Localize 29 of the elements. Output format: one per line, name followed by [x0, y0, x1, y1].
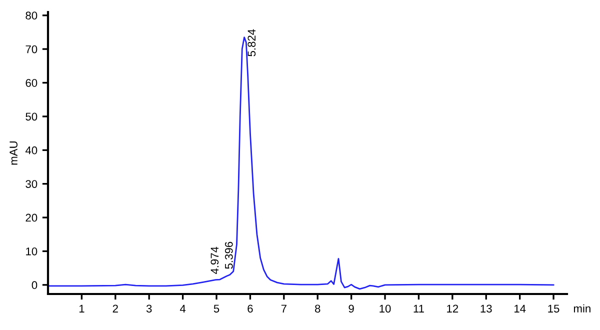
- x-tick-label: 4: [180, 304, 186, 312]
- x-axis-title: min: [574, 304, 590, 312]
- y-tick-label: 70: [26, 45, 38, 54]
- y-tick-label: 60: [26, 79, 38, 87]
- x-tick-label: 9: [348, 304, 354, 313]
- y-tick-label: 40: [25, 146, 38, 154]
- x-tick-label: 7: [281, 304, 286, 312]
- x-tick-label: 5: [214, 304, 220, 313]
- x-tick-label: 8: [315, 304, 320, 313]
- annotation: 4.974: [210, 246, 219, 274]
- x-tick-label: 10: [380, 304, 391, 313]
- y-tick-label: 0: [32, 281, 38, 290]
- annotation: 5.396: [224, 242, 233, 269]
- annotation: 5.824: [248, 29, 256, 56]
- x-tick-label: 6: [248, 304, 253, 313]
- x-tick-label: 14: [514, 304, 526, 312]
- y-tick-label: 20: [26, 214, 38, 222]
- x-tick-label: 3: [146, 304, 152, 313]
- x-tick-label: 15: [548, 304, 560, 313]
- x-tick-label: 11: [414, 304, 424, 312]
- y-tick-label: 30: [26, 180, 38, 188]
- x-tick-label: 13: [480, 304, 492, 313]
- y-axis-title: mAU: [10, 142, 18, 165]
- y-tick-label: 10: [26, 247, 38, 256]
- x-tick-label: 12: [447, 304, 458, 312]
- x-tick-label: 1: [79, 304, 84, 312]
- y-tick-label: 50: [26, 112, 38, 121]
- y-tick-label: 80: [26, 12, 38, 20]
- x-tick-label: 2: [112, 304, 118, 312]
